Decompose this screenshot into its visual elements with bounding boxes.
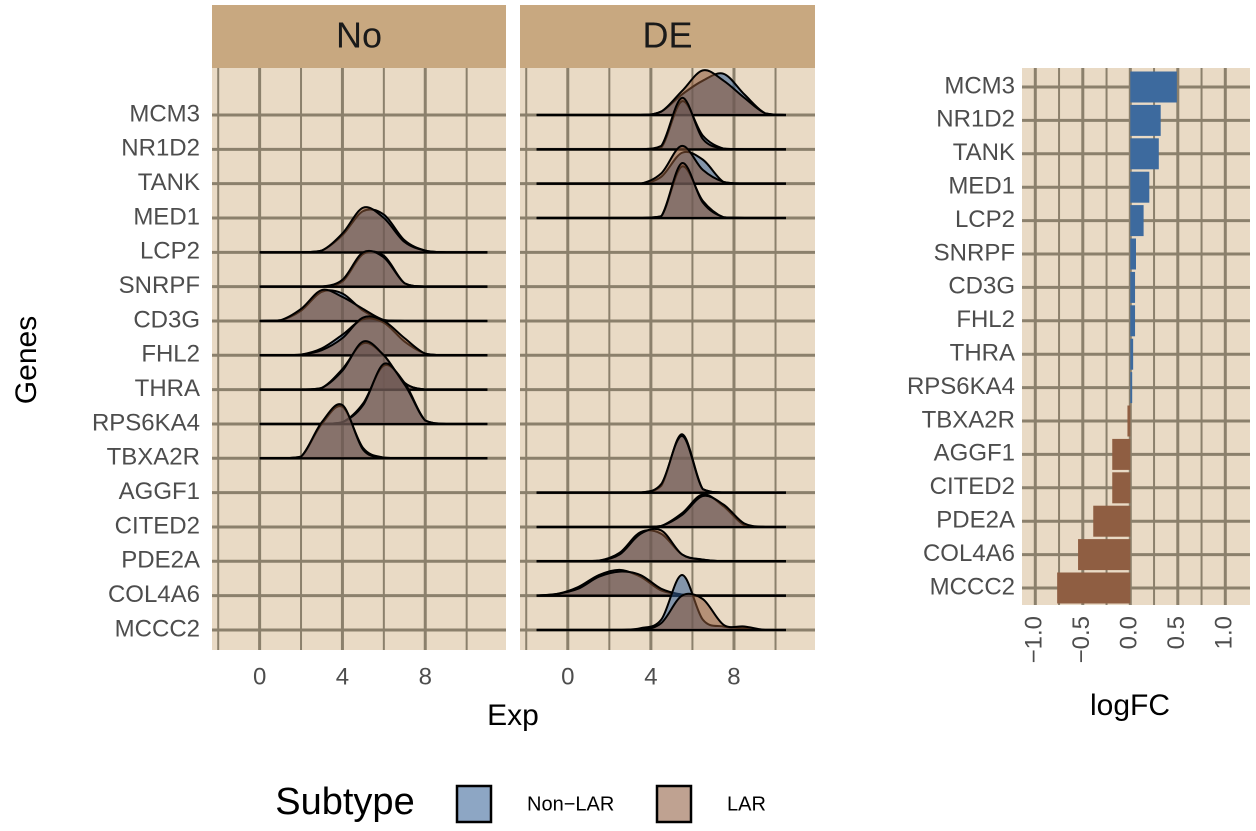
legend-title: Subtype [275,781,414,823]
y-tick-label: TANK [138,169,200,196]
y-tick-label: MCCC2 [115,615,200,642]
y-tick-label: AGGF1 [119,478,200,505]
y-tick-label: LCP2 [140,238,200,265]
strip [520,5,815,68]
x-tick-label: 4 [644,663,657,690]
y-tick-label: CD3G [133,306,200,333]
x-tick-label: 8 [419,663,432,690]
y-tick-label: AGGF1 [934,440,1015,467]
ridge [536,96,786,151]
y-tick-label: SNRPF [934,239,1015,266]
y-tick-label: TBXA2R [107,444,200,471]
ridge [259,362,488,425]
y-axis-title: Genes [10,316,43,404]
bar [1130,71,1177,103]
strip [212,5,506,68]
ridge [259,403,488,460]
bar [1130,372,1133,404]
y-tick-label: NR1D2 [936,106,1015,133]
strip-title: DE [642,15,692,56]
ridge [259,249,488,288]
legend-key [455,784,493,824]
x-tick-label: −1.0 [1021,616,1048,663]
ridge [536,592,786,631]
x-axis-title: logFC [1090,689,1170,722]
x-tick-label: 4 [336,663,349,690]
y-tick-label: COL4A6 [923,540,1015,567]
ridge [259,288,488,322]
y-tick-label: THRA [135,375,200,402]
bar [1130,338,1134,370]
bar [1130,171,1150,203]
y-tick-label: CITED2 [115,512,200,539]
y-tick-label: TBXA2R [922,406,1015,433]
legend-label: LAR [727,793,766,815]
x-tick-label: 0.0 [1116,616,1143,649]
bar [1130,104,1161,136]
bar [1130,305,1136,337]
strip-title: No [336,15,382,56]
y-tick-label: THRA [950,340,1015,367]
bar [1112,472,1131,504]
bar [1130,238,1136,270]
marks [259,69,1177,632]
y-tick-label: MCM3 [944,72,1015,99]
legend-key [655,784,693,824]
y-tick-label: FHL2 [956,306,1015,333]
x-tick-label: 0.5 [1163,616,1190,649]
y-tick-label: RPS6KA4 [907,373,1015,400]
bar [1130,138,1159,170]
x-tick-label: −0.5 [1068,616,1095,663]
bar [1057,572,1131,604]
bar [1127,405,1131,437]
y-tick-label: PDE2A [936,507,1015,534]
y-tick-label: MCCC2 [930,573,1015,600]
ridge [536,570,786,597]
ridge [536,434,786,494]
y-tick-label: COL4A6 [108,581,200,608]
ridge [536,162,786,219]
y-tick-label: MED1 [948,173,1015,200]
y-tick-label: FHL2 [141,341,200,368]
bar [1112,438,1131,470]
bar [1130,271,1136,303]
ridge [536,144,786,185]
ridge [536,69,786,117]
y-tick-label: LCP2 [955,206,1015,233]
y-tick-label: MED1 [133,203,200,230]
y-tick-label: CITED2 [930,473,1015,500]
y-tick-label: TANK [953,139,1015,166]
x-tick-label: 1.0 [1211,616,1238,649]
y-tick-label: CD3G [948,273,1015,300]
x-axis-title: Exp [487,699,539,732]
bar [1078,539,1131,571]
bar [1130,205,1144,237]
x-tick-label: 0 [253,663,266,690]
y-tick-label: SNRPF [119,272,200,299]
y-tick-label: MCM3 [129,100,200,127]
y-tick-label: PDE2A [121,547,200,574]
ridge [259,206,488,254]
ridge [536,494,786,528]
ridge [259,340,488,391]
ridge [259,315,488,357]
bar [1093,505,1131,537]
y-tick-label: RPS6KA4 [92,409,200,436]
ridge [536,527,786,563]
x-tick-label: 0 [561,663,574,690]
x-tick-label: 8 [727,663,740,690]
y-tick-label: NR1D2 [121,135,200,162]
legend-label: Non−LAR [527,793,614,815]
